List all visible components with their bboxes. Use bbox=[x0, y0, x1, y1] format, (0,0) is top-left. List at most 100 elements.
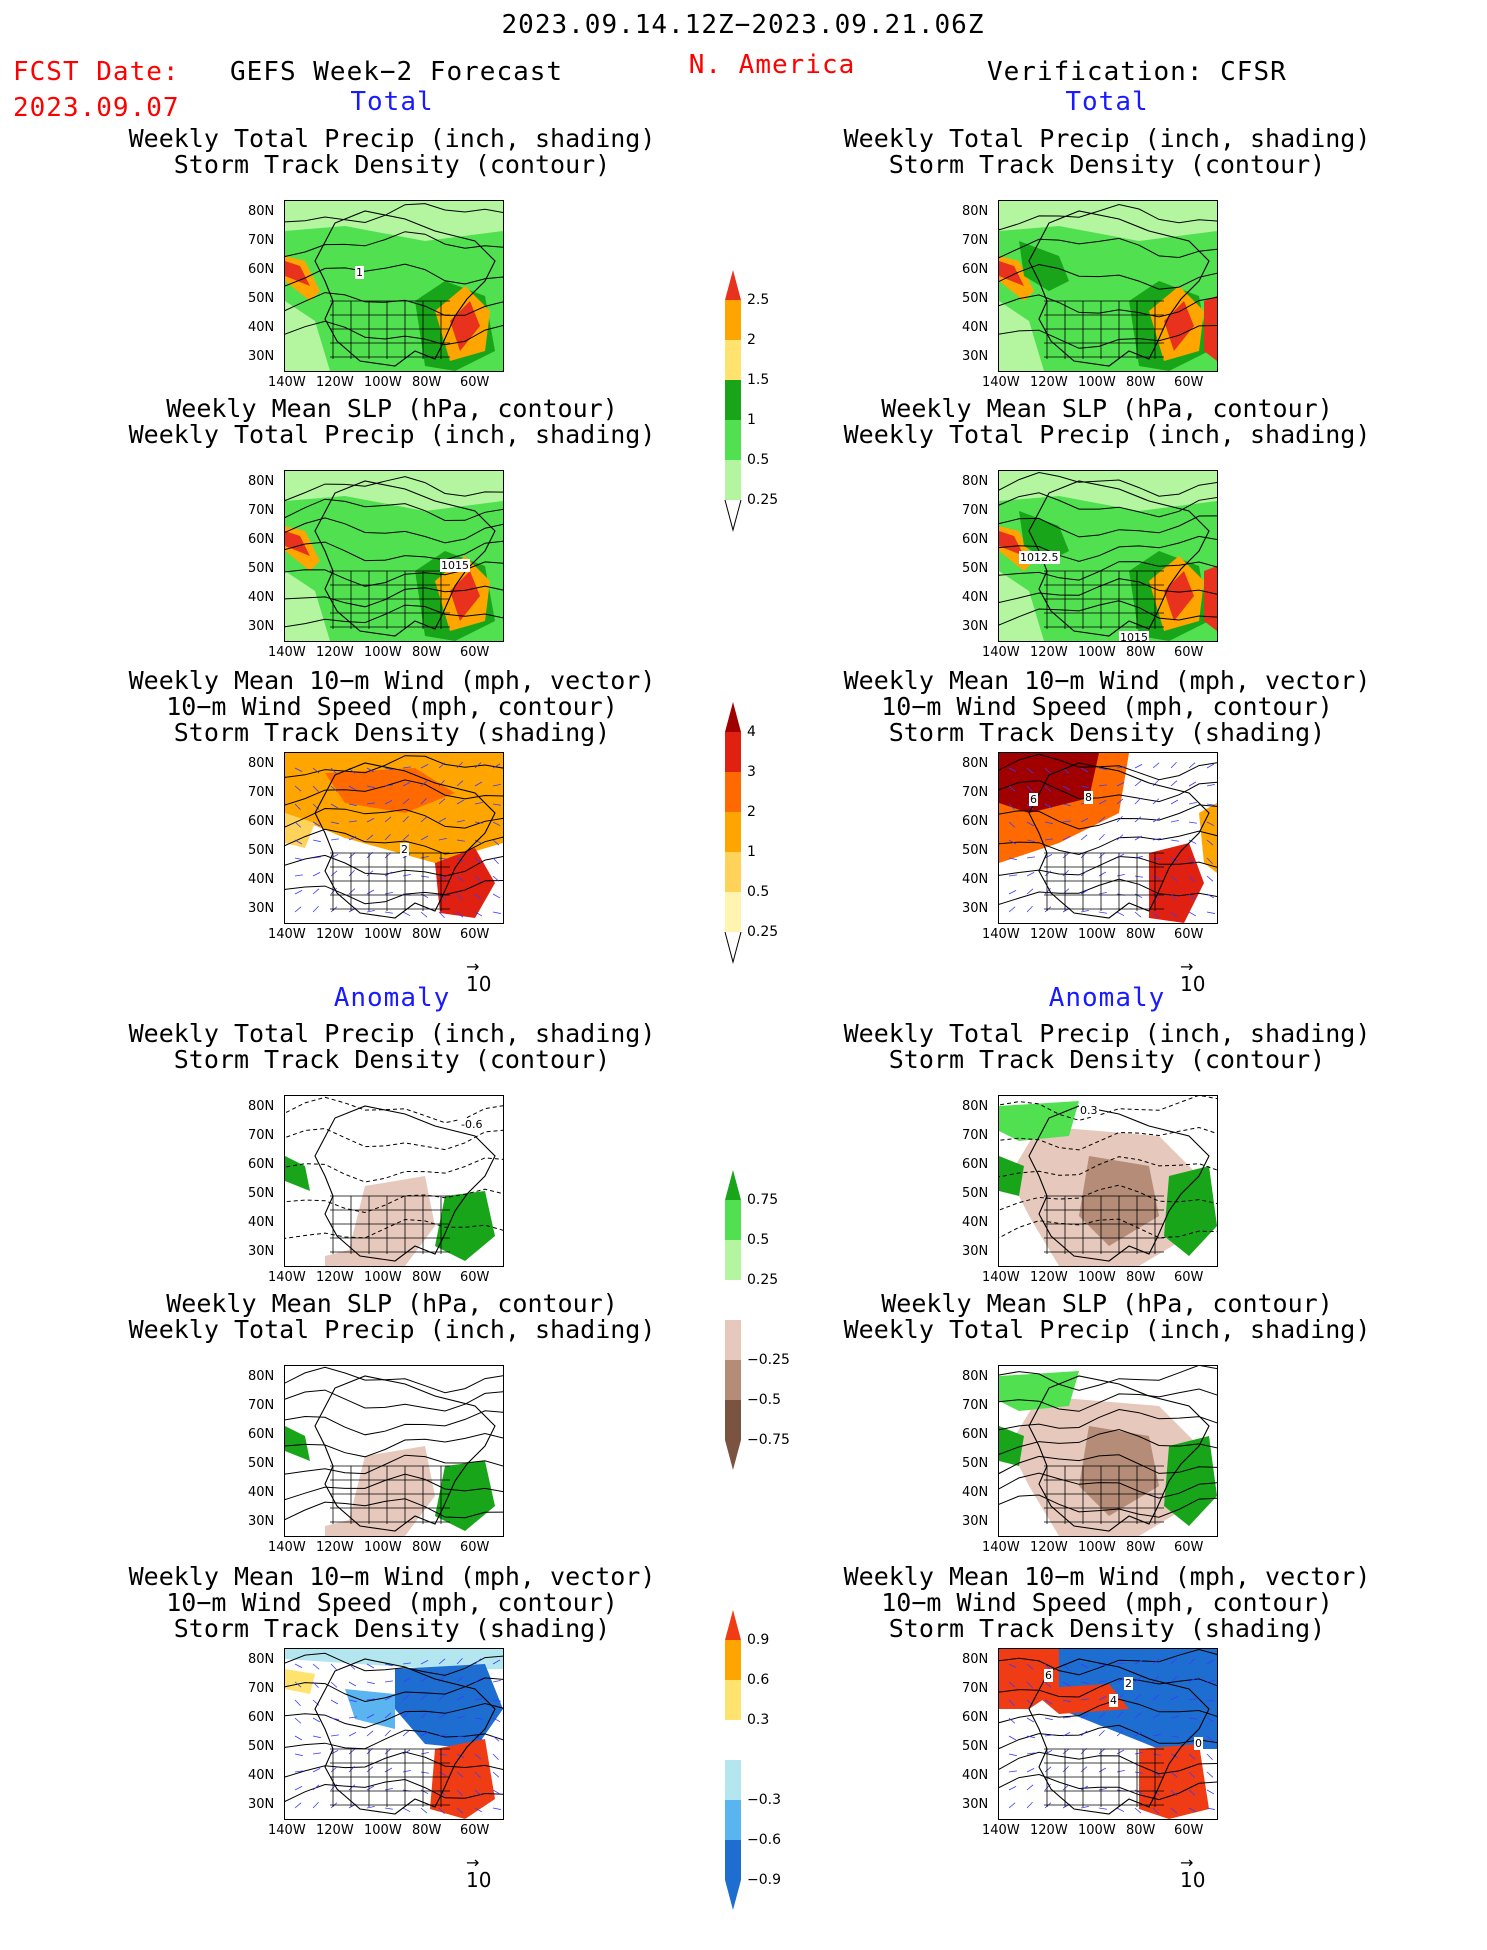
lon-tick-label: 120W bbox=[1030, 1823, 1068, 1838]
contour-line bbox=[285, 1652, 503, 1676]
colorbar-segment bbox=[725, 1720, 741, 1760]
contour-line bbox=[285, 585, 503, 608]
lat-tick-label: 70N bbox=[962, 1128, 989, 1143]
precip-light bbox=[285, 301, 330, 371]
contour-line bbox=[999, 1156, 1217, 1178]
map-panel: 1015 bbox=[284, 470, 504, 642]
state-borders bbox=[330, 570, 450, 629]
state-borders bbox=[1044, 300, 1164, 359]
lat-tick-label: 30N bbox=[962, 619, 989, 634]
lat-tick-label: 70N bbox=[962, 1681, 989, 1696]
lat-tick-label: 70N bbox=[248, 1681, 275, 1696]
contour-label: 4 bbox=[1109, 1694, 1118, 1707]
lon-tick-label: 60W bbox=[1174, 1540, 1204, 1555]
lat-tick-label: 50N bbox=[962, 843, 989, 858]
lat-tick-label: 40N bbox=[248, 590, 275, 605]
lat-tick-label: 60N bbox=[248, 1427, 275, 1442]
lat-tick-label: 70N bbox=[962, 233, 989, 248]
state-borders bbox=[1044, 1195, 1164, 1254]
lon-tick-label: 80W bbox=[412, 375, 442, 390]
contour-line bbox=[999, 1472, 1217, 1499]
contour-label: 6 bbox=[1044, 1669, 1053, 1682]
contour-line bbox=[285, 292, 503, 316]
precip-max bbox=[285, 261, 310, 286]
contour-line bbox=[285, 807, 503, 829]
contour-line bbox=[999, 1126, 1217, 1151]
contour-label: 1 bbox=[355, 266, 364, 279]
panel-title-line: Storm Track Density (shading) bbox=[173, 718, 611, 747]
colorbar-storm bbox=[724, 702, 742, 964]
lon-tick-label: 80W bbox=[1126, 375, 1156, 390]
map-plot bbox=[999, 471, 1217, 641]
contour-line bbox=[285, 1778, 503, 1802]
lat-tick-label: 50N bbox=[248, 1456, 275, 1471]
panel-title-line: Weekly Total Precip (inch, shading) bbox=[843, 1315, 1371, 1344]
lon-tick-label: 60W bbox=[460, 645, 490, 660]
lon-tick-label: 80W bbox=[1126, 645, 1156, 660]
lon-tick-label: 100W bbox=[1078, 1823, 1116, 1838]
colorbar-segment bbox=[725, 772, 741, 812]
lat-tick-label: 40N bbox=[962, 590, 989, 605]
contour-line bbox=[285, 1188, 503, 1214]
lat-tick-label: 80N bbox=[962, 474, 989, 489]
panel-title-line: Weekly Mean 10−m Wind (mph, vector) bbox=[128, 1562, 656, 1591]
storm-anom-pos bbox=[1029, 1684, 1129, 1714]
map-plot bbox=[999, 753, 1217, 923]
lat-tick-label: 60N bbox=[962, 532, 989, 547]
contour-label: 8 bbox=[1084, 791, 1093, 804]
storm-mid bbox=[1199, 803, 1217, 873]
colorbar-cap bbox=[725, 1440, 741, 1470]
contour-line bbox=[285, 854, 503, 877]
lon-tick-label: 100W bbox=[364, 1270, 402, 1285]
lat-tick-label: 40N bbox=[962, 1768, 989, 1783]
lon-tick-label: 120W bbox=[1030, 645, 1068, 660]
colorbar-label: 0.9 bbox=[747, 1632, 770, 1648]
vector-reference: → 10 bbox=[466, 1855, 491, 1893]
map-plot bbox=[999, 1366, 1217, 1536]
lat-tick-label: 70N bbox=[962, 1398, 989, 1413]
lat-tick-label: 80N bbox=[248, 1369, 275, 1384]
lat-tick-label: 80N bbox=[248, 756, 275, 771]
lat-tick-label: 70N bbox=[248, 1128, 275, 1143]
lon-tick-label: 100W bbox=[1078, 927, 1116, 942]
contour-line bbox=[999, 535, 1217, 562]
lon-tick-label: 140W bbox=[268, 927, 306, 942]
lon-tick-label: 100W bbox=[1078, 1270, 1116, 1285]
contour-line bbox=[999, 324, 1217, 349]
colorbar-segment bbox=[725, 1680, 741, 1720]
wind-vectors bbox=[294, 761, 501, 919]
colorbar-label: −0.5 bbox=[747, 1392, 781, 1408]
contour-line bbox=[999, 600, 1217, 626]
precip-max bbox=[999, 261, 1024, 286]
colorbar-cap bbox=[725, 1880, 741, 1910]
fcst-date-value: 2023.09.07 bbox=[13, 93, 180, 123]
contour-line bbox=[999, 237, 1217, 259]
coastline bbox=[1028, 210, 1210, 367]
panel-title-line: Weekly Mean 10−m Wind (mph, vector) bbox=[843, 1562, 1371, 1591]
contour-line bbox=[999, 1218, 1217, 1239]
vector-reference-value: 10 bbox=[466, 972, 492, 996]
coastline bbox=[1028, 480, 1210, 637]
contour-line bbox=[285, 779, 503, 806]
lat-tick-label: 50N bbox=[248, 291, 275, 306]
colorbar-segment bbox=[725, 1200, 741, 1240]
lon-tick-label: 120W bbox=[316, 645, 354, 660]
contour-line bbox=[285, 1454, 503, 1475]
colorbar-cap bbox=[724, 499, 742, 532]
contour-line bbox=[285, 517, 503, 544]
contour-line bbox=[285, 755, 503, 778]
lat-tick-label: 40N bbox=[248, 872, 275, 887]
contour-label: 2 bbox=[1124, 1677, 1133, 1690]
panel-title-line: Weekly Mean SLP (hPa, contour) bbox=[881, 394, 1333, 423]
contour-label: 1015 bbox=[440, 559, 470, 572]
storm-anom-pos bbox=[285, 1669, 315, 1694]
wind-vectors bbox=[294, 1657, 501, 1815]
coastline bbox=[314, 762, 496, 919]
storm-anom-pos bbox=[430, 1739, 495, 1819]
precip-light bbox=[285, 571, 330, 641]
vector-reference: → 10 bbox=[1180, 1855, 1205, 1893]
precip-anom-dry bbox=[325, 1246, 375, 1266]
coastline bbox=[1028, 1658, 1210, 1815]
map-panel: -0.6 bbox=[284, 1095, 504, 1267]
